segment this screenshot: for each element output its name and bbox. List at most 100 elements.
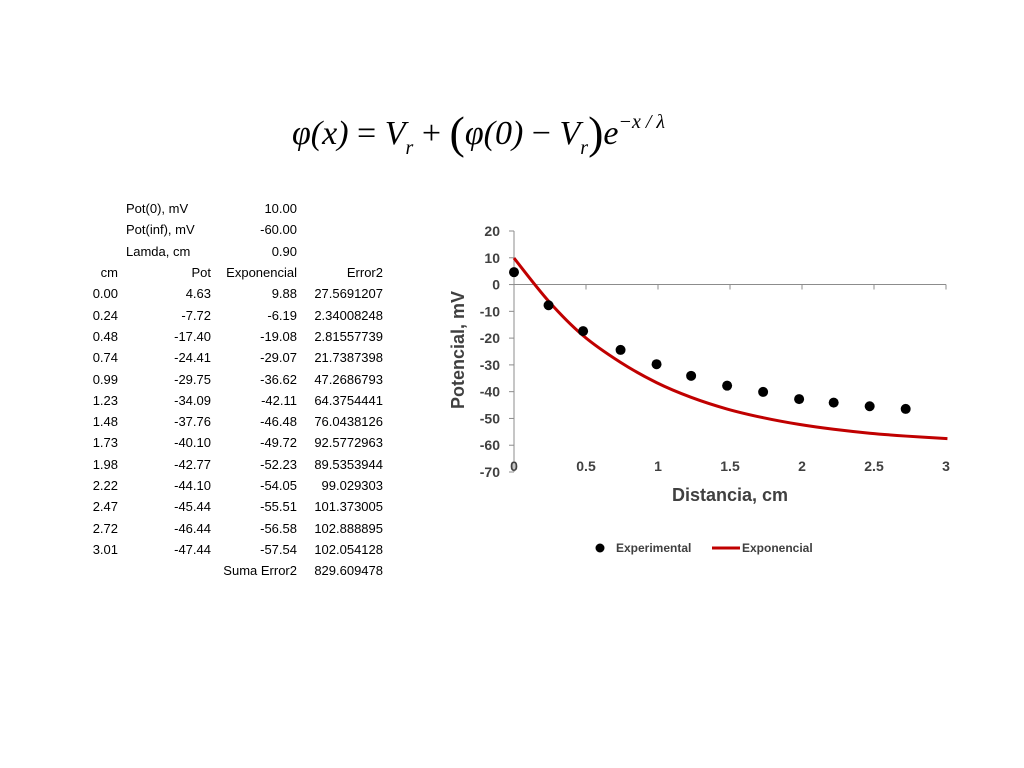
cell-cm: 1.23 <box>92 392 118 408</box>
y-tick-label: 10 <box>484 250 500 266</box>
cell-cm: 0.00 <box>92 286 118 302</box>
table-row: 1.48 -37.76 -46.48 76.0438126 <box>84 411 385 432</box>
sum-row: Suma Error2 829.609478 <box>84 560 385 581</box>
equation-r-sub: r <box>405 137 414 159</box>
experimental-point <box>651 359 662 370</box>
y-tick-label: -40 <box>480 384 500 400</box>
equation-v: V <box>384 115 406 152</box>
cell-error2: 102.888895 <box>314 520 383 536</box>
equation: φ(x) = Vr + (φ(0) − Vr)e−x / λ <box>292 102 665 168</box>
table-row: 0.99 -29.75 -36.62 47.2686793 <box>84 368 385 389</box>
cell-pot: -47.44 <box>174 541 211 557</box>
cell-pot: -40.10 <box>174 435 211 451</box>
cell-error2: 21.7387398 <box>314 350 383 366</box>
cell-cm: 1.73 <box>92 435 118 451</box>
equation-paren-open: ( <box>449 107 465 158</box>
legend-marker-experimental <box>595 543 605 553</box>
cell-exponencial: -54.05 <box>260 478 297 493</box>
cell-pot: -7.72 <box>181 307 211 323</box>
equation-exponent: −x / λ <box>618 111 666 133</box>
equation-equals: = <box>357 115 377 152</box>
cell-error2: 64.3754441 <box>314 392 383 408</box>
cell-cm: 0.99 <box>92 371 118 387</box>
table-row: 1.23 -34.09 -42.11 64.3754441 <box>84 390 385 411</box>
cell-cm: 3.01 <box>92 541 118 557</box>
y-tick-label: -70 <box>480 464 500 480</box>
equation-lhs: φ(x) <box>292 115 349 152</box>
equation-minus: − <box>531 115 551 152</box>
param-value: -60.00 <box>260 222 297 238</box>
cell-error2: 89.5353944 <box>314 456 383 472</box>
table-row: 2.22 -44.10 -54.05 99.029303 <box>84 475 385 496</box>
param-label: Pot(0), mV <box>126 201 189 217</box>
equation-e: e <box>603 115 619 152</box>
y-axis-label: Potencial, mV <box>448 291 468 409</box>
cell-cm: 2.47 <box>92 499 118 515</box>
cell-error2: 102.054128 <box>314 541 383 557</box>
cell-pot: -17.40 <box>174 328 211 344</box>
experimental-point <box>578 326 589 337</box>
cell-error2: 99.029303 <box>321 478 383 493</box>
cell-cm: 0.48 <box>92 328 118 344</box>
header-exponencial: Exponencial <box>226 265 297 281</box>
cell-pot: -46.44 <box>174 520 211 536</box>
cell-exponencial: -57.54 <box>260 541 297 557</box>
table-row: 0.74 -24.41 -29.07 21.7387398 <box>84 347 385 368</box>
x-tick-label: 3 <box>942 458 950 474</box>
y-tick-label: 0 <box>492 277 500 293</box>
cell-pot: -44.10 <box>174 478 211 493</box>
x-tick-label: 2 <box>798 458 806 474</box>
param-row: Pot(inf), mV -60.00 <box>84 219 385 240</box>
exponencial-line <box>512 257 948 441</box>
experimental-series <box>509 267 911 414</box>
param-row: Pot(0), mV 10.00 <box>84 198 385 219</box>
y-tick-label: -50 <box>480 410 500 426</box>
chart-axes: 20 10 0 -10 -20 -30 -40 -50 -60 -70 0 0.5 1 1.5 2 2.5 3 <box>480 223 950 480</box>
cell-pot: -37.76 <box>174 414 211 430</box>
data-rows: 0.00 4.63 9.88 27.5691207 0.24 -7.72 -6.19 2.34… <box>84 283 385 560</box>
header-cm: cm <box>100 265 118 281</box>
x-tick-label: 0 <box>510 458 518 474</box>
table-row: 0.24 -7.72 -6.19 2.34008248 <box>84 304 385 325</box>
sum-value: 829.609478 <box>314 563 383 579</box>
cell-error2: 92.5772963 <box>314 435 383 451</box>
param-row: Lamda, cm 0.90 <box>84 241 385 262</box>
cell-cm: 1.48 <box>92 414 118 430</box>
legend-label-experimental: Experimental <box>616 541 691 555</box>
y-tick-label: -30 <box>480 357 500 373</box>
equation-r-sub2: r <box>580 137 589 159</box>
y-tick-label: -10 <box>480 303 500 319</box>
experimental-point <box>722 380 733 391</box>
header-error2: Error2 <box>346 265 383 281</box>
cell-cm: 0.74 <box>92 350 118 366</box>
equation-phi0: φ(0) <box>464 115 524 152</box>
cell-pot: -29.75 <box>174 371 211 387</box>
table-row: 3.01 -47.44 -57.54 102.054128 <box>84 539 385 560</box>
experimental-point <box>509 267 519 278</box>
cell-exponencial: 9.88 <box>271 286 297 302</box>
chart-legend: Experimental Exponencial <box>595 541 813 555</box>
sum-label: Suma Error2 <box>223 563 297 579</box>
cell-error2: 101.373005 <box>314 499 383 515</box>
cell-exponencial: -42.11 <box>261 392 297 408</box>
cell-error2: 27.5691207 <box>314 286 383 302</box>
equation-paren-close: ) <box>588 107 604 158</box>
y-tick-label: -20 <box>480 330 500 346</box>
spreadsheet-table: Pot(0), mV 10.00 Pot(inf), mV -60.00 Lam… <box>84 198 385 581</box>
cell-exponencial: -46.48 <box>260 414 297 430</box>
header-pot: Pot <box>191 265 211 281</box>
table-row: 1.98 -42.77 -52.23 89.5353944 <box>84 454 385 475</box>
cell-cm: 1.98 <box>92 456 118 472</box>
experimental-point <box>615 344 626 355</box>
cell-error2: 76.0438126 <box>314 414 383 430</box>
x-tick-label: 1 <box>654 458 662 474</box>
equation-v2: V <box>559 115 581 152</box>
param-label: Lamda, cm <box>126 243 191 259</box>
cell-exponencial: -52.23 <box>260 456 297 472</box>
param-value: 0.90 <box>271 243 297 259</box>
experimental-point <box>900 403 911 414</box>
table-row: 2.47 -45.44 -55.51 101.373005 <box>84 496 385 517</box>
cell-cm: 2.22 <box>92 478 118 493</box>
param-value: 10.00 <box>264 201 297 217</box>
